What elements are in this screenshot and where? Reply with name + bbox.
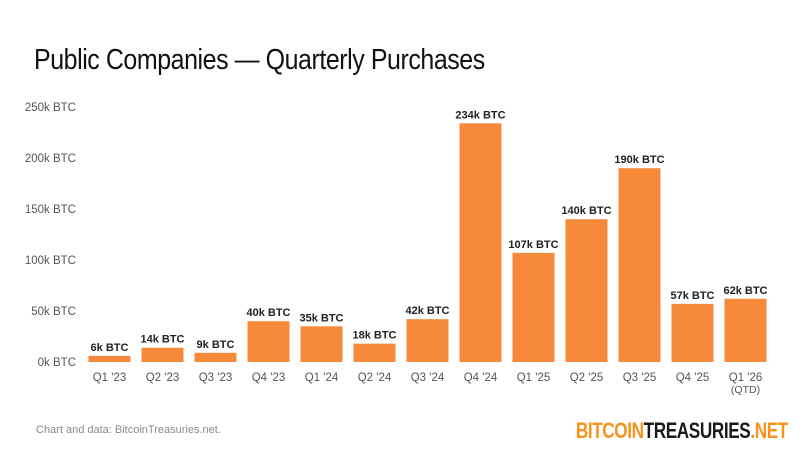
x-tick-label: Q3 '24 xyxy=(411,372,445,384)
logo-part-bitcoin: BITCOIN xyxy=(575,418,644,443)
x-tick-label: Q1 '24 xyxy=(305,372,339,384)
bar-value-label: 14k BTC xyxy=(140,334,184,346)
x-tick-label: Q4 '23 xyxy=(252,372,286,384)
y-tick-label: 250k BTC xyxy=(25,102,76,114)
x-tick-sublabel: (QTD) xyxy=(731,384,760,396)
x-tick-label: Q2 '25 xyxy=(570,372,604,384)
bar xyxy=(406,319,449,362)
y-tick-label: 0k BTC xyxy=(38,357,76,369)
y-tick-label: 200k BTC xyxy=(25,153,76,165)
bar-value-label: 6k BTC xyxy=(91,342,129,354)
bar xyxy=(724,298,767,362)
x-tick-label: Q4 '25 xyxy=(676,372,710,384)
bar xyxy=(247,321,290,362)
x-axis: Q1 '23 Q2 '23 Q3 '23 Q4 '23 Q1 '24 Q2 '24 Q3 '… xyxy=(93,372,763,396)
x-tick-label: Q1 '26 xyxy=(729,372,763,384)
bar-value-label: 107k BTC xyxy=(508,239,558,251)
bar xyxy=(353,343,396,362)
bar xyxy=(459,123,502,362)
source-note: Chart and data: BitcoinTreasuries.net. xyxy=(36,424,221,436)
bar xyxy=(88,355,131,362)
bar-value-label: 18k BTC xyxy=(352,330,396,342)
bar xyxy=(671,303,714,362)
bar-value-label: 190k BTC xyxy=(614,154,664,166)
bar-chart: 0k BTC 50k BTC 100k BTC 150k BTC 200k BTC 250… xyxy=(25,102,768,396)
x-tick-label: Q3 '23 xyxy=(199,372,233,384)
bar-value-label: 57k BTC xyxy=(670,290,714,302)
x-tick-label: Q1 '23 xyxy=(93,372,127,384)
bar-value-label: 42k BTC xyxy=(405,305,449,317)
bar xyxy=(618,168,661,362)
x-tick-label: Q2 '23 xyxy=(146,372,180,384)
y-tick-label: 100k BTC xyxy=(25,255,76,267)
y-tick-label: 50k BTC xyxy=(31,306,76,318)
data-labels: 6k BTC 14k BTC 9k BTC 40k BTC 35k BTC 18k BTC… xyxy=(91,109,768,354)
logo-part-net: .NET xyxy=(750,418,788,443)
bar-value-label: 62k BTC xyxy=(723,285,767,297)
brand-logo: BITCOINTREASURIES.NET xyxy=(576,418,788,444)
bar xyxy=(565,219,608,362)
bar xyxy=(194,352,237,362)
chart-title: Public Companies — Quarterly Purchases xyxy=(34,44,485,76)
bars xyxy=(88,123,767,362)
y-axis: 0k BTC 50k BTC 100k BTC 150k BTC 200k BTC 250… xyxy=(25,102,76,369)
bar xyxy=(300,326,343,362)
x-tick-label: Q2 '24 xyxy=(358,372,392,384)
x-tick-label: Q4 '24 xyxy=(464,372,498,384)
x-tick-label: Q1 '25 xyxy=(517,372,551,384)
logo-part-treasuries: TREASURIES xyxy=(643,418,751,443)
bar xyxy=(512,252,555,362)
bar-value-label: 234k BTC xyxy=(455,109,505,121)
bar-value-label: 9k BTC xyxy=(197,339,235,351)
x-tick-label: Q3 '25 xyxy=(623,372,657,384)
bar-value-label: 40k BTC xyxy=(246,307,290,319)
bar-value-label: 35k BTC xyxy=(299,312,343,324)
bar-value-label: 140k BTC xyxy=(561,205,611,217)
bar xyxy=(141,347,184,362)
y-tick-label: 150k BTC xyxy=(25,204,76,216)
